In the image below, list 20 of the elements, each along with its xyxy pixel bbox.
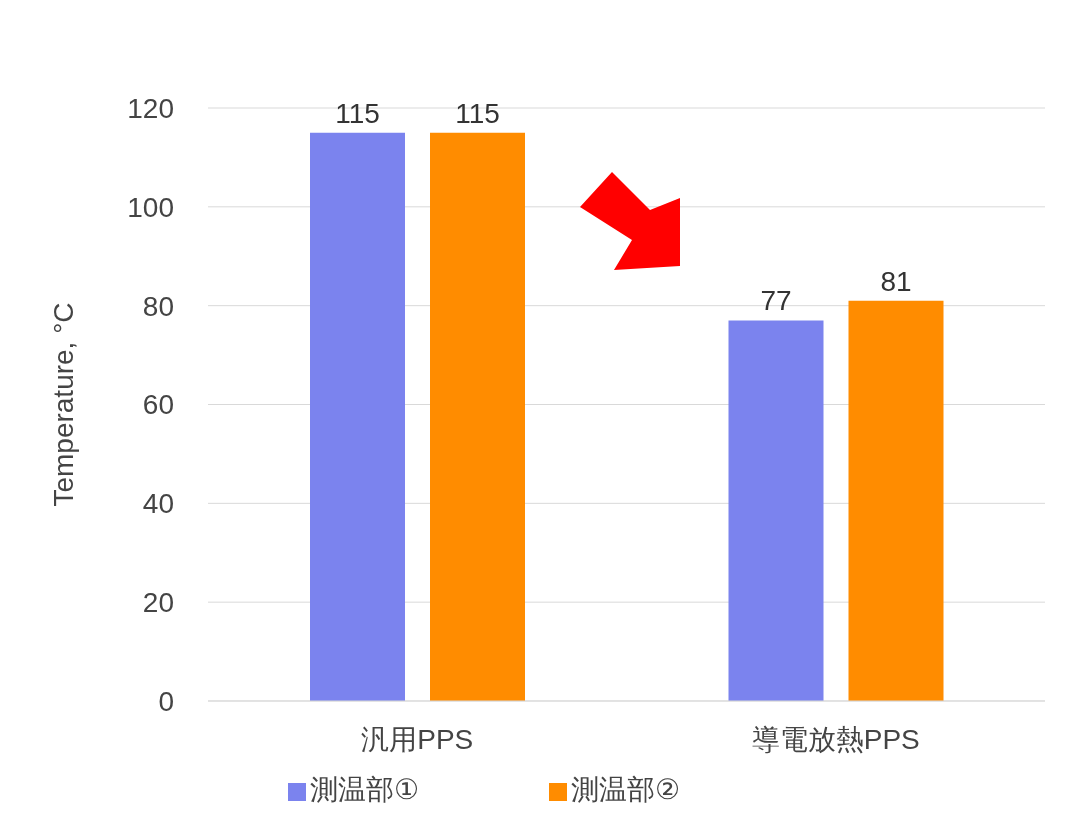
y-tick-label: 40: [142, 488, 174, 520]
y-tick-label: 0: [158, 685, 174, 717]
y-tick-label: 100: [127, 191, 174, 223]
bar: [728, 320, 824, 701]
legend-label: 測温部①: [309, 774, 419, 805]
bar: [430, 132, 525, 701]
bar: [848, 300, 944, 701]
data-label: 115: [455, 97, 500, 129]
data-label: 81: [880, 265, 912, 297]
x-tick-label: 導電放熱PPS: [751, 723, 920, 755]
y-axis-title: Temperature, °C: [47, 302, 79, 507]
y-tick-label: 60: [142, 389, 174, 421]
data-label: 115: [335, 97, 380, 129]
y-tick-label: 120: [127, 92, 174, 124]
data-label: 77: [760, 285, 792, 317]
y-tick-label: 20: [142, 587, 174, 619]
y-tick-label: 80: [142, 290, 174, 322]
bar: [310, 132, 405, 701]
x-tick-label: 汎用PPS: [361, 723, 474, 755]
legend-label: 測温部②: [571, 774, 681, 805]
